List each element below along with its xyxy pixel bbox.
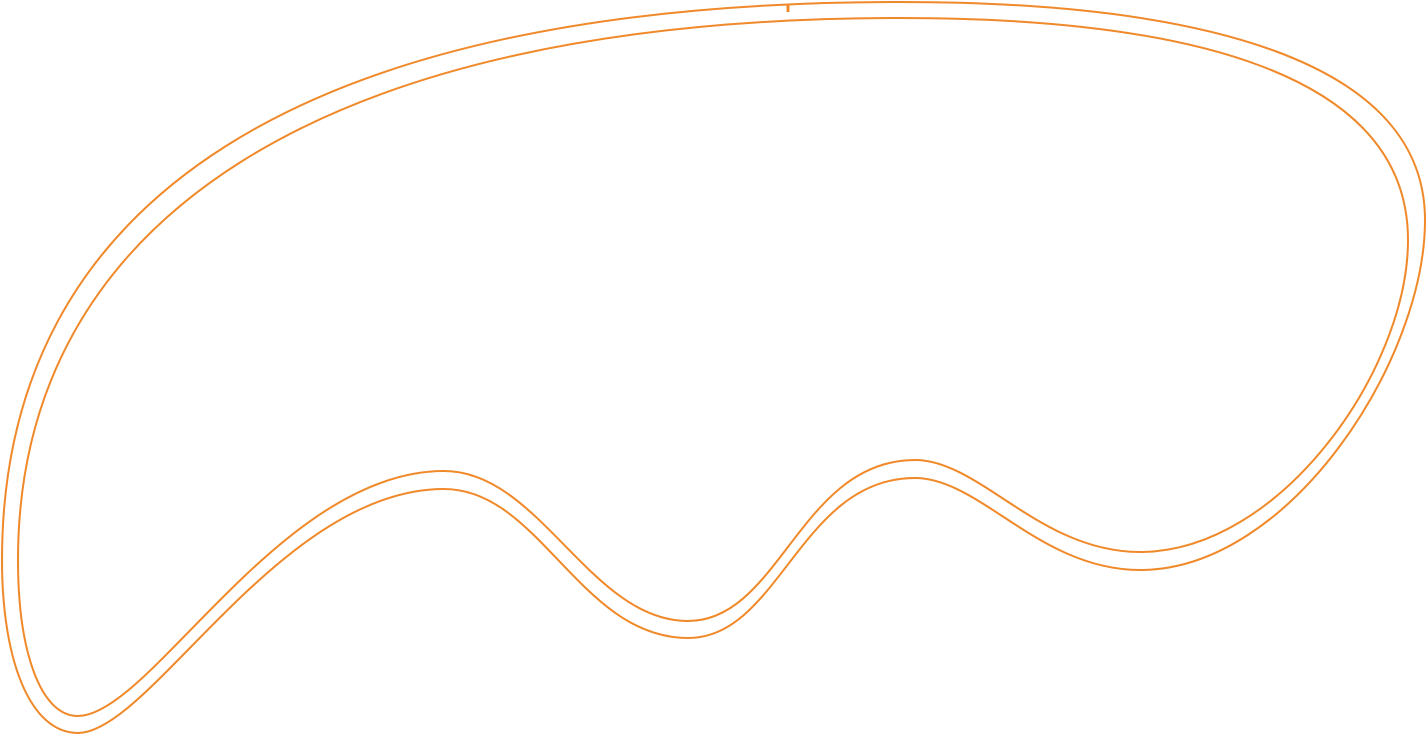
track-inner-boundary (16, 16, 1410, 718)
